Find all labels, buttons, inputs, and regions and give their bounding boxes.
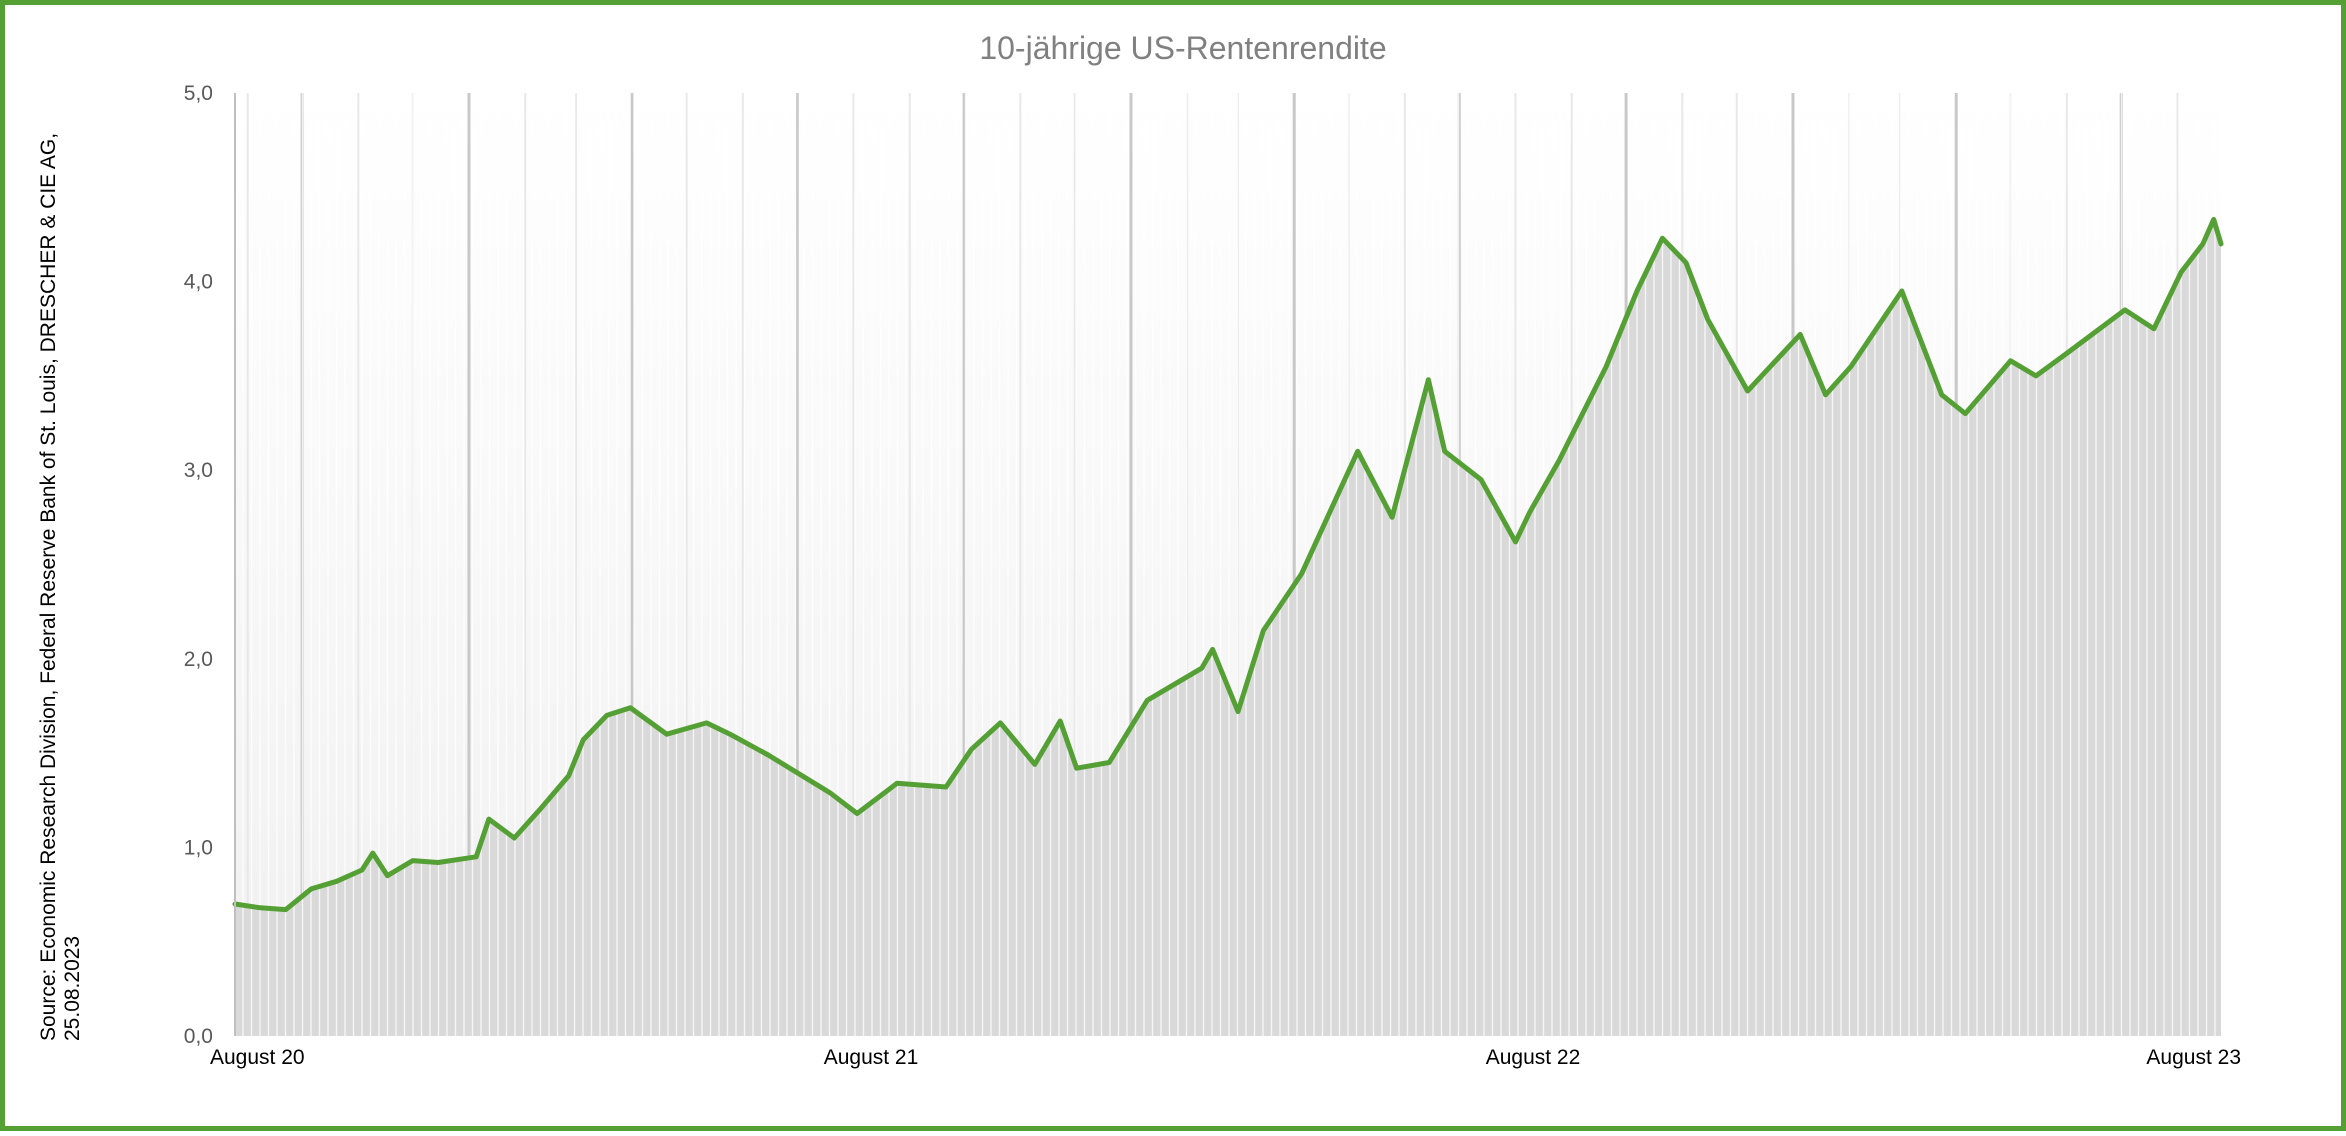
y-tick-label: 0,0: [184, 1025, 213, 1048]
y-tick-label: 3,0: [184, 459, 213, 482]
line-chart: 0,01,02,03,04,05,0 August 20 August 21 Aug…: [37, 30, 2241, 1069]
x-tick-label: August 22: [1486, 1046, 1581, 1069]
y-tick-label: 4,0: [184, 271, 213, 294]
area-fill: [235, 219, 2221, 1036]
x-tick-label: August 21: [824, 1046, 919, 1069]
source-line-1: Source: Economic Research Division, Fede…: [37, 133, 60, 1041]
fill-stripes: [242, 93, 2216, 1036]
chart-title: 10-jährige US-Rentenrendite: [979, 30, 1386, 66]
source-note: Source: Economic Research Division, Fede…: [37, 133, 84, 1041]
x-axis-ticks: August 20 August 21 August 22 August 23: [210, 1046, 2241, 1069]
series-line: [232, 216, 2224, 913]
x-tick-label: August 20: [210, 1046, 305, 1069]
y-tick-label: 1,0: [184, 836, 213, 859]
y-axis-ticks: 0,0 1,0 2,0 3,0 4,0 5,0: [184, 82, 213, 1048]
y-tick-label: 5,0: [184, 82, 213, 105]
source-line-2: 25.08.2023: [61, 936, 84, 1041]
x-tick-label: August 23: [2146, 1046, 2241, 1069]
y-tick-label: 2,0: [184, 648, 213, 671]
